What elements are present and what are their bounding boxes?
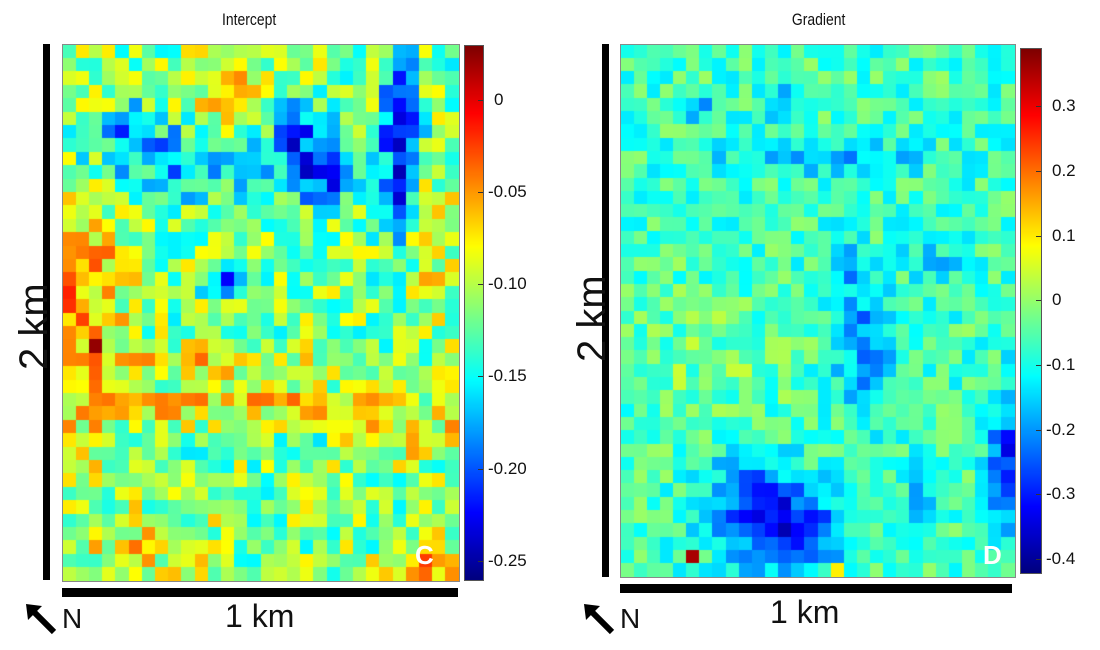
horizontal-scale-bar <box>62 588 458 597</box>
intercept-colorbar <box>464 45 484 581</box>
intercept-panel: Intercept C 0 -0.05 -0.10 -0.15 -0.20 -0.25 2… <box>12 10 527 635</box>
north-label: N <box>620 603 641 634</box>
colorbar-tick-label: -0.25 <box>488 550 527 570</box>
horizontal-scale-label: 1 km <box>770 594 840 630</box>
colorbar-tick-label: -0.3 <box>1046 484 1076 504</box>
vertical-scale-label: 2 km <box>12 283 56 370</box>
colorbar-tick-label: -0.05 <box>488 182 527 202</box>
colorbar-tick-mark <box>478 192 483 194</box>
gradient-heatmap <box>620 44 1016 578</box>
colorbar-tick-label: -0.20 <box>488 458 527 478</box>
intercept-title: Intercept <box>221 10 277 29</box>
horizontal-scale-label: 1 km <box>225 598 295 634</box>
colorbar-tick-mark <box>478 376 483 378</box>
panel-letter-c: C <box>415 540 434 570</box>
colorbar-tick-label: -0.4 <box>1046 549 1076 569</box>
colorbar-tick-label: 0.3 <box>1052 96 1076 116</box>
colorbar-tick-label: 0 <box>1052 290 1062 310</box>
intercept-heatmap <box>62 44 460 582</box>
north-arrow-icon <box>584 604 615 635</box>
colorbar-tick-mark <box>478 284 483 286</box>
north-label: N <box>62 603 83 634</box>
vertical-scale-label: 2 km <box>570 275 614 362</box>
colorbar-tick-mark <box>478 560 483 562</box>
colorbar-tick-label: 0 <box>494 90 504 110</box>
colorbar-tick-mark <box>478 100 483 102</box>
gradient-colorbar <box>1020 48 1042 574</box>
colorbar-tick-mark <box>1036 364 1041 366</box>
colorbar-tick-mark <box>1036 300 1041 302</box>
colorbar-tick-label: -0.1 <box>1046 354 1076 374</box>
panel-letter-d: D <box>983 540 1002 570</box>
colorbar-tick-label: 0.2 <box>1052 160 1076 180</box>
horizontal-scale-bar <box>620 584 1012 593</box>
colorbar-tick-mark <box>1036 559 1041 561</box>
colorbar-tick-mark <box>1036 494 1041 496</box>
colorbar-tick-mark <box>1036 170 1041 172</box>
vertical-scale-bar <box>43 44 50 580</box>
colorbar-tick-mark <box>1036 235 1041 237</box>
colorbar-tick-mark <box>1036 106 1041 108</box>
colorbar-tick-label: -0.2 <box>1046 419 1076 439</box>
vertical-scale-bar <box>602 44 609 577</box>
colorbar-tick-label: 0.1 <box>1052 225 1076 245</box>
gradient-panel: Gradient D 0.3 0.2 0.1 0 -0.1 -0.2 -0.3 -0.4 2 … <box>550 0 1100 650</box>
gradient-title: Gradient <box>791 10 846 29</box>
north-arrow-icon <box>26 604 57 635</box>
colorbar-tick-mark <box>1036 429 1041 431</box>
colorbar-tick-mark <box>478 468 483 470</box>
colorbar-tick-label: -0.15 <box>488 366 527 386</box>
colorbar-tick-label: -0.10 <box>488 274 527 294</box>
